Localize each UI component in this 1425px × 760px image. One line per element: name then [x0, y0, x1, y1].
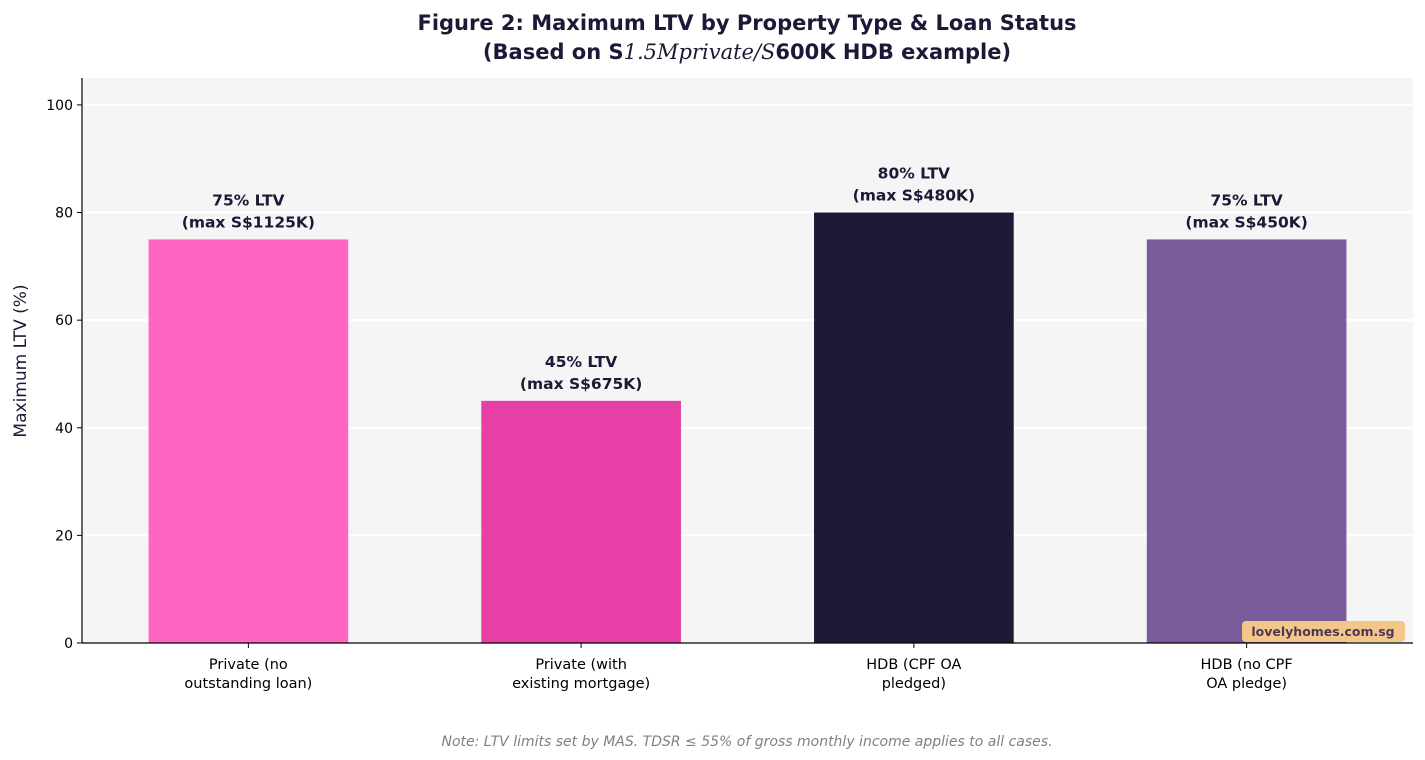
bar-label-ltv: 80% LTV — [878, 165, 950, 183]
x-ticks: Private (no outstanding loan) Private (wit… — [184, 643, 1293, 692]
x-tick-label: pledged) — [882, 676, 946, 692]
bar — [148, 239, 349, 643]
x-tick-label: HDB (no CPF — [1201, 657, 1293, 673]
x-tick-label: OA pledge) — [1206, 676, 1287, 692]
watermark-text: lovelyhomes.com.sg — [1251, 624, 1394, 639]
title-prefix: (Based on S — [483, 40, 624, 64]
bar-labels: 75% LTV (max S$1125K) 45% LTV (max S$675K) 8… — [182, 165, 1308, 393]
bars — [148, 212, 1347, 643]
bar — [481, 400, 681, 643]
chart-title-line2: (Based on S1.5Mprivate/S600K HDB example… — [483, 40, 1011, 64]
watermark-badge — [1242, 621, 1405, 642]
bar-label-max: (max S$480K) — [853, 187, 976, 205]
bar-label-ltv: 45% LTV — [545, 353, 617, 371]
bar — [814, 212, 1014, 643]
bar-label-ltv: 75% LTV — [1210, 191, 1282, 209]
x-tick-label: Private (no — [209, 657, 288, 673]
bar-label-max: (max S$450K) — [1185, 213, 1308, 231]
x-tick-label: Private (with — [535, 657, 627, 673]
bar-label-ltv: 75% LTV — [212, 191, 284, 209]
x-tick-label: HDB (CPF OA — [866, 657, 961, 673]
bar-label-max: (max S$1125K) — [182, 213, 315, 231]
title-suffix: 600K HDB example) — [775, 40, 1011, 64]
x-tick-label: outstanding loan) — [184, 676, 312, 692]
chart-note: Note: LTV limits set by MAS. TDSR ≤ 55% … — [441, 734, 1052, 750]
y-tick-label: 80 — [55, 206, 73, 222]
axes — [81, 78, 1413, 644]
y-tick-label: 20 — [55, 528, 73, 544]
y-ticks: 0 20 40 60 80 100 — [46, 98, 82, 652]
bar-label-max: (max S$675K) — [520, 375, 643, 393]
title-math: 1.5Mprivate/S — [624, 40, 776, 64]
y-tick-label: 60 — [55, 313, 73, 329]
chart-title-line1: Figure 2: Maximum LTV by Property Type &… — [417, 11, 1076, 35]
bar — [1146, 239, 1347, 643]
y-tick-label: 100 — [46, 98, 73, 114]
watermark: lovelyhomes.com.sg — [1242, 621, 1405, 642]
y-tick-label: 40 — [55, 421, 73, 437]
y-tick-label: 0 — [64, 636, 73, 652]
y-axis-label: Maximum LTV (%) — [11, 284, 31, 437]
x-tick-label: existing mortgage) — [512, 676, 650, 692]
